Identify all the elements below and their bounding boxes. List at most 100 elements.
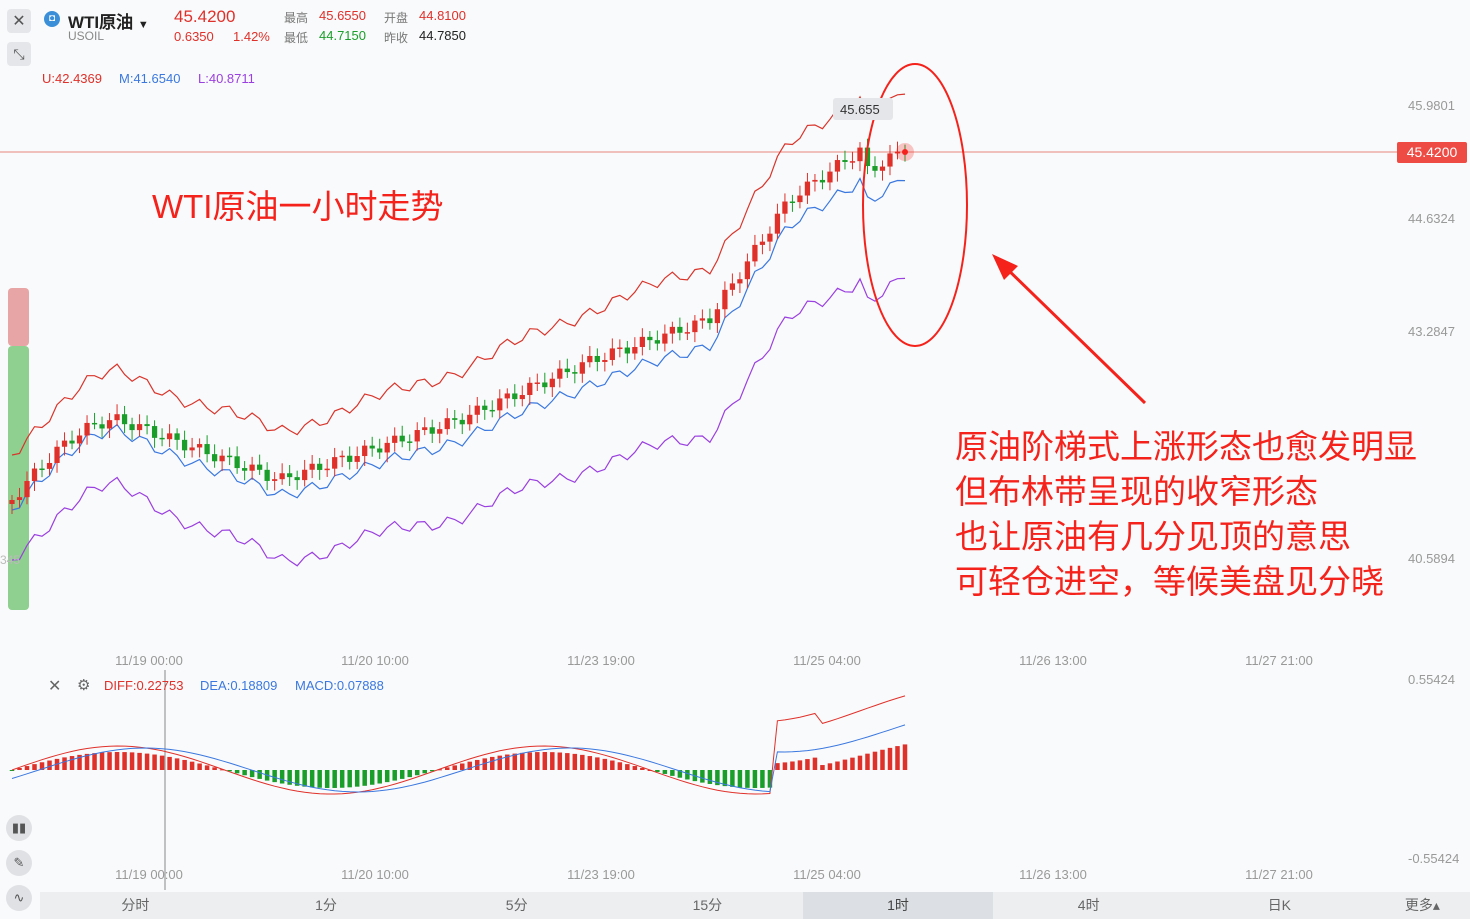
macd-bar bbox=[542, 752, 548, 770]
candle-body bbox=[347, 455, 353, 462]
high-marker-box bbox=[833, 98, 893, 120]
candle-body bbox=[354, 456, 360, 462]
candle-body bbox=[549, 378, 555, 388]
candle-body bbox=[564, 368, 570, 373]
candle-body bbox=[399, 435, 405, 442]
macd-bar bbox=[550, 752, 555, 770]
candle-body bbox=[31, 468, 38, 482]
candle-body bbox=[294, 477, 300, 481]
candle-body bbox=[384, 442, 390, 453]
candle-body bbox=[452, 418, 458, 420]
macd-bar bbox=[92, 753, 97, 770]
macd-bar bbox=[857, 755, 863, 770]
tab-timeframe[interactable]: 15分 bbox=[692, 897, 723, 913]
macd-settings-icon[interactable]: ⚙ bbox=[77, 677, 91, 694]
chevron-down-icon[interactable]: ▼ bbox=[137, 19, 149, 31]
y-tick-label: 45.9801 bbox=[1408, 98, 1455, 113]
macd-bar bbox=[204, 765, 210, 770]
candle-body bbox=[61, 440, 68, 447]
macd-x-tick-label: 11/20 10:00 bbox=[341, 867, 409, 882]
macd-bar bbox=[505, 754, 510, 770]
candle-body bbox=[639, 336, 645, 348]
candle-body bbox=[842, 160, 848, 162]
macd-bar bbox=[272, 770, 277, 783]
macd-bar bbox=[414, 770, 420, 776]
candle-body bbox=[39, 468, 45, 471]
candle-body bbox=[106, 420, 113, 429]
tab-timeframe[interactable]: 4时 bbox=[1077, 897, 1100, 913]
macd-bar bbox=[835, 761, 840, 770]
macd-x-tick-label: 11/19 00:00 bbox=[115, 867, 183, 882]
candle-body bbox=[99, 424, 105, 429]
collapse-icon[interactable]: ⤡ bbox=[7, 42, 31, 66]
candle-body bbox=[407, 441, 413, 443]
macd-bar bbox=[662, 770, 668, 774]
macd-bar bbox=[880, 749, 885, 770]
candle-body bbox=[587, 355, 593, 363]
macd-bar bbox=[700, 770, 705, 783]
macd-bar bbox=[144, 753, 150, 770]
macd-bar bbox=[827, 763, 833, 770]
macd-bar bbox=[745, 770, 750, 788]
tab-more[interactable]: 更多▴ bbox=[1404, 897, 1440, 913]
macd-bar bbox=[347, 770, 352, 788]
close-icon[interactable]: ✕ bbox=[7, 9, 31, 33]
timeframe-bar: 分时 1分 5分 15分 1时 4时 日K 更多▴ bbox=[40, 892, 1470, 919]
candle-body bbox=[527, 382, 533, 396]
macd-bar bbox=[219, 769, 225, 771]
macd-bar bbox=[249, 770, 255, 778]
macd-bar bbox=[670, 770, 675, 776]
candle-body bbox=[894, 151, 901, 154]
x-tick-label: 11/20 10:00 bbox=[341, 653, 409, 668]
macd-y-tick-label: -0.55424 bbox=[1408, 851, 1459, 866]
candle-body bbox=[24, 481, 30, 498]
last-price: 45.4200 bbox=[174, 7, 236, 26]
candle-body bbox=[414, 430, 420, 442]
macd-x-tick-label: 11/23 19:00 bbox=[567, 867, 635, 882]
candle-body bbox=[429, 427, 435, 434]
candle-body bbox=[159, 437, 165, 440]
side-volume-bar-green bbox=[8, 346, 29, 610]
candle-body bbox=[9, 500, 15, 504]
tab-timeframe[interactable]: 1分 bbox=[315, 897, 337, 913]
annotation-arrow-shaft bbox=[998, 260, 1147, 405]
macd-bar bbox=[429, 770, 435, 772]
tab-timeframe-active[interactable]: 1时 bbox=[802, 892, 994, 919]
symbol-icon: ◘ bbox=[44, 11, 60, 27]
low-value: 44.7150 bbox=[319, 28, 366, 43]
macd-bar bbox=[805, 759, 810, 770]
side-label: 345 bbox=[0, 553, 21, 567]
macd-close-icon[interactable]: ✕ bbox=[48, 678, 62, 695]
candle-body bbox=[804, 181, 811, 196]
y-tick-label: 40.5894 bbox=[1408, 551, 1455, 566]
tab-timeframe[interactable]: 5分 bbox=[505, 897, 528, 913]
low-label: 最低 bbox=[284, 31, 309, 45]
candle-body bbox=[174, 433, 180, 440]
candle-body bbox=[759, 241, 766, 245]
macd-bar bbox=[362, 770, 367, 786]
candle-body bbox=[557, 368, 563, 379]
macd-bar bbox=[535, 752, 540, 770]
candle-body bbox=[662, 333, 668, 344]
tab-timeframe[interactable]: 日K bbox=[1267, 897, 1292, 913]
candle-body bbox=[459, 419, 465, 425]
tab-timeframe[interactable]: 分时 bbox=[121, 897, 150, 913]
macd-bar bbox=[114, 752, 120, 770]
draw-tool-icon[interactable]: ✎ bbox=[6, 850, 32, 876]
upper-band-line bbox=[11, 93, 906, 456]
price-change: 0.6350 bbox=[174, 29, 214, 44]
candle-body bbox=[189, 447, 195, 451]
macd-bar bbox=[234, 770, 240, 774]
candle-type-icon[interactable]: ▮▮ bbox=[6, 815, 32, 841]
candle-body bbox=[234, 456, 240, 469]
candle-body bbox=[226, 455, 233, 458]
macd-bar bbox=[490, 756, 495, 770]
macd-bar bbox=[677, 770, 683, 778]
last-price-dot bbox=[902, 149, 908, 155]
candle-body bbox=[594, 355, 600, 362]
candle-body bbox=[827, 171, 833, 183]
symbol-name[interactable]: WTI原油 ▼ bbox=[68, 13, 149, 32]
indicator-icon[interactable]: ∿ bbox=[6, 885, 32, 911]
macd-bar bbox=[287, 770, 292, 785]
